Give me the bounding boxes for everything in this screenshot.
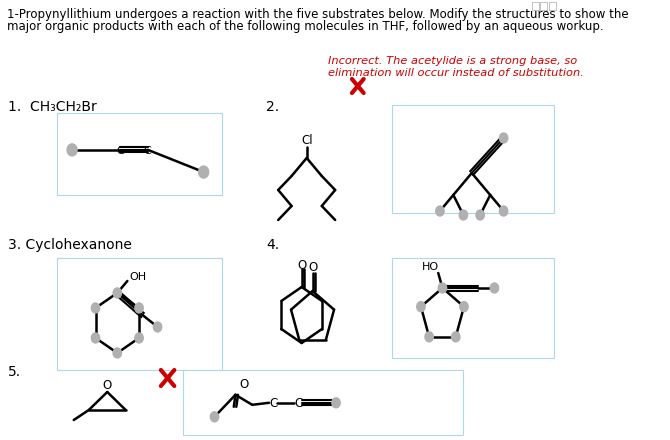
Circle shape (438, 283, 447, 293)
Bar (549, 2, 555, 10)
Bar (392, 105, 554, 213)
Bar (57, 258, 222, 370)
Circle shape (417, 302, 425, 312)
Text: 1.  CH₃CH₂Br: 1. CH₃CH₂Br (9, 100, 97, 114)
Circle shape (436, 206, 444, 216)
Circle shape (459, 210, 468, 220)
Bar (392, 258, 554, 358)
Bar (183, 370, 464, 435)
Circle shape (332, 398, 340, 408)
Text: Incorrect. The acetylide is a strong base, so: Incorrect. The acetylide is a strong bas… (328, 56, 578, 66)
Text: O: O (239, 378, 249, 391)
Text: 2.: 2. (267, 100, 279, 114)
Circle shape (113, 288, 121, 298)
Bar (541, 2, 547, 10)
Circle shape (210, 412, 218, 422)
Circle shape (67, 144, 77, 156)
Text: O: O (298, 259, 307, 271)
Text: C: C (269, 397, 277, 410)
Text: 4.: 4. (267, 238, 279, 252)
Circle shape (135, 333, 143, 343)
Circle shape (91, 333, 100, 343)
Text: HO: HO (422, 262, 440, 272)
Circle shape (499, 133, 508, 143)
Circle shape (499, 206, 508, 216)
Circle shape (476, 210, 484, 220)
Text: 1-Propynyllithium undergoes a reaction with the five substrates below. Modify th: 1-Propynyllithium undergoes a reaction w… (7, 8, 628, 21)
Text: 3. Cyclohexanone: 3. Cyclohexanone (9, 238, 132, 252)
Text: major organic products with each of the following molecules in THF, followed by : major organic products with each of the … (7, 20, 603, 33)
Text: O: O (309, 260, 318, 274)
Circle shape (91, 303, 100, 313)
Circle shape (490, 283, 498, 293)
Text: C: C (294, 397, 302, 410)
Circle shape (452, 332, 460, 342)
Text: Cl: Cl (301, 133, 312, 147)
Circle shape (113, 348, 121, 358)
Bar (57, 113, 222, 195)
Text: elimination will occur instead of substitution.: elimination will occur instead of substi… (328, 68, 584, 78)
Text: C: C (143, 146, 151, 156)
Text: 5.: 5. (9, 365, 21, 379)
Bar (532, 2, 539, 10)
Circle shape (135, 303, 143, 313)
Text: O: O (103, 378, 112, 392)
Text: OH: OH (129, 272, 146, 282)
Circle shape (425, 332, 433, 342)
Circle shape (153, 322, 161, 332)
Circle shape (198, 166, 208, 178)
Text: C: C (117, 146, 124, 156)
Circle shape (460, 302, 468, 312)
